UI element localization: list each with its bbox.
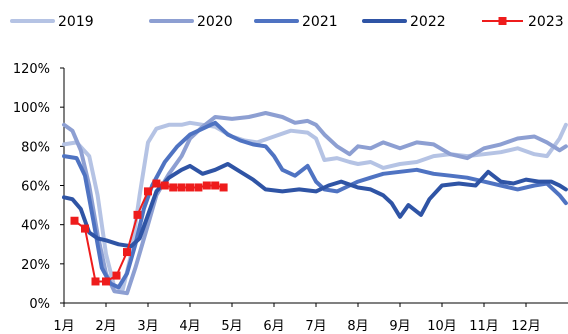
- x-axis: 1月 2月 3月 4月 5月 6月 7月 8月 9月 10月 11月 12月: [53, 302, 568, 334]
- legend-label-2021: 2021: [302, 14, 338, 30]
- data-point-2023: [133, 210, 142, 219]
- legend-item-2022: 2022: [362, 14, 446, 30]
- x-tick-label: 10月: [427, 319, 457, 334]
- legend-marker-2023: [498, 17, 507, 25]
- data-point-2023: [177, 183, 186, 192]
- plot-area: [62, 111, 568, 296]
- x-tick-label: 6月: [263, 319, 284, 334]
- series-line-2022: [62, 162, 568, 249]
- y-tick-label: 40%: [21, 219, 50, 234]
- legend: 2019 2020 2021 2022 2023: [10, 14, 564, 30]
- data-point-2023: [112, 271, 121, 280]
- data-point-2023: [211, 181, 220, 190]
- data-point-2023: [144, 187, 152, 196]
- x-tick-label: 3月: [137, 319, 158, 334]
- x-tick-label: 12月: [511, 319, 541, 334]
- data-point-2023: [202, 181, 211, 190]
- series-line-2020: [62, 111, 568, 296]
- series-line-2021: [62, 120, 568, 290]
- legend-item-2021: 2021: [254, 14, 338, 30]
- legend-label-2023: 2023: [528, 14, 564, 30]
- y-axis: 0% 20% 40% 60% 80% 100% 120%: [13, 62, 65, 312]
- y-tick-label: 100%: [13, 101, 50, 116]
- x-tick-label: 4月: [179, 319, 200, 334]
- data-point-2023: [169, 183, 178, 192]
- legend-label-2020: 2020: [197, 14, 233, 30]
- y-tick-label: 20%: [21, 258, 50, 273]
- x-tick-label: 11月: [469, 319, 499, 334]
- data-point-2023: [70, 216, 79, 225]
- legend-item-2023: 2023: [482, 14, 564, 30]
- x-tick-label: 5月: [221, 319, 242, 334]
- data-point-2023: [123, 248, 131, 257]
- x-tick-label: 9月: [389, 319, 410, 334]
- x-tick-label: 8月: [347, 319, 368, 334]
- data-point-2023: [102, 277, 110, 286]
- legend-label-2019: 2019: [58, 14, 94, 30]
- data-point-2023: [91, 277, 100, 286]
- data-point-2023: [186, 183, 194, 192]
- y-tick-label: 60%: [21, 180, 50, 195]
- data-point-2023: [152, 179, 161, 188]
- data-point-2023: [219, 183, 228, 192]
- y-tick-label: 0%: [29, 297, 50, 312]
- x-tick-label: 1月: [53, 319, 74, 334]
- x-tick-label: 2月: [95, 319, 116, 334]
- legend-label-2022: 2022: [410, 14, 446, 30]
- y-tick-label: 120%: [13, 62, 50, 77]
- data-point-2023: [194, 183, 203, 192]
- x-tick-label: 7月: [305, 319, 326, 334]
- data-point-2023: [160, 181, 169, 190]
- legend-item-2019: 2019: [10, 14, 94, 30]
- y-tick-label: 80%: [21, 140, 50, 155]
- legend-item-2020: 2020: [149, 14, 233, 30]
- data-point-2023: [81, 224, 89, 233]
